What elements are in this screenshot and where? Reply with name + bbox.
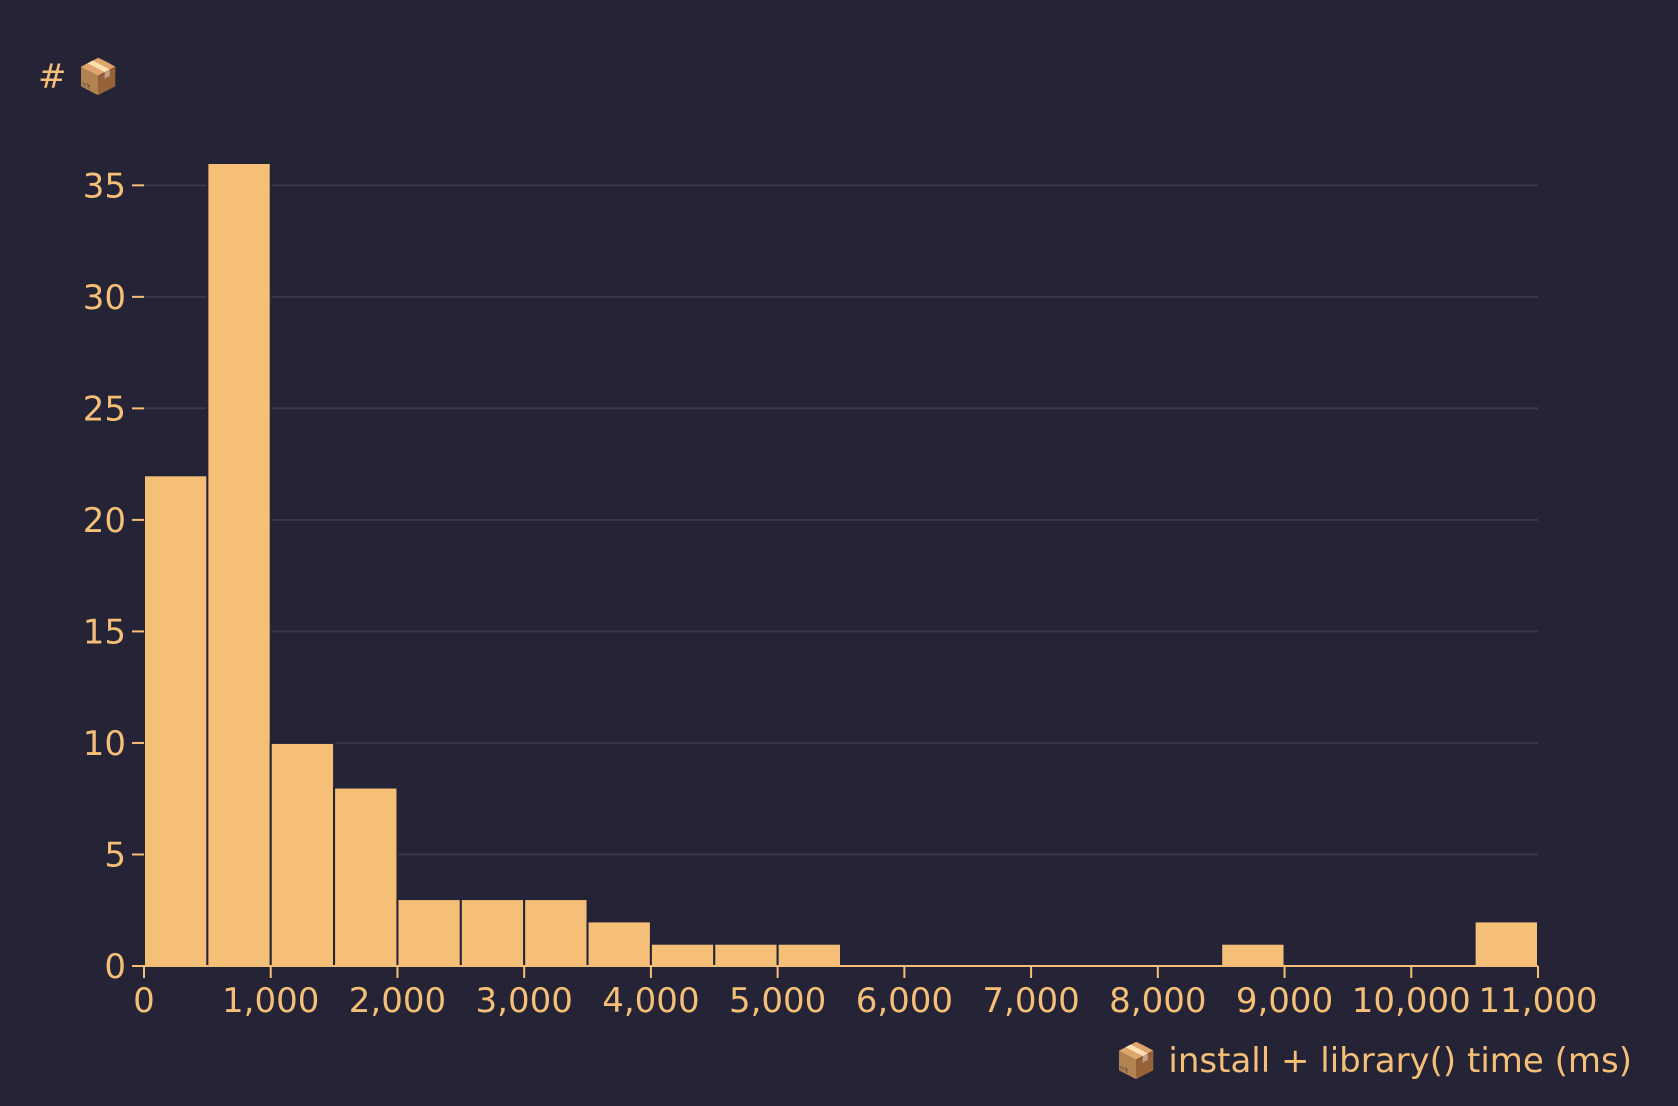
histogram-bar [1473, 920, 1539, 968]
histogram-bar [143, 474, 209, 967]
y-tick-label: 20 [83, 501, 126, 541]
x-tick-label: 0 [133, 981, 155, 1021]
y-axis: 0 5 10 15 20 25 30 35 [83, 166, 144, 987]
histogram-bar [713, 942, 779, 968]
x-tick-label: 7,000 [982, 981, 1079, 1021]
x-tick-label: 8,000 [1109, 981, 1206, 1021]
y-tick-label: 25 [83, 389, 126, 429]
histogram-bar [1220, 942, 1286, 968]
y-tick-label: 0 [104, 947, 126, 987]
x-tick-label: 9,000 [1236, 981, 1333, 1021]
x-tick-label: 10,000 [1352, 981, 1471, 1021]
y-tick-label: 30 [83, 278, 126, 318]
y-tick-label: 15 [83, 612, 126, 652]
x-axis: 0 1,000 2,000 3,000 4,000 5,000 6,000 7,000 8,00… [133, 965, 1598, 1021]
x-tick-label: 6,000 [856, 981, 953, 1021]
histogram-bar [586, 920, 652, 968]
x-tick-label: 2,000 [349, 981, 446, 1021]
y-tick-label: 5 [104, 835, 126, 875]
x-tick-label: 1,000 [222, 981, 319, 1021]
histogram-bar [523, 898, 589, 968]
y-axis-title: # 📦 [38, 57, 120, 97]
histogram-bar [269, 741, 336, 968]
x-tick-label: 3,000 [476, 981, 573, 1021]
y-tick-label: 35 [83, 166, 126, 206]
histogram-bar [396, 898, 462, 968]
x-tick-label: 5,000 [729, 981, 826, 1021]
histogram-bar [649, 942, 716, 968]
histogram-bar [776, 942, 842, 968]
x-axis-title: 📦 install + library() time (ms) [1115, 1041, 1632, 1081]
x-tick-label: 4,000 [602, 981, 699, 1021]
histogram-bar [333, 786, 399, 967]
y-tick-label: 10 [83, 724, 126, 764]
histogram-bar [459, 898, 526, 968]
x-tick-label: 11,000 [1479, 981, 1598, 1021]
histogram-bar [206, 162, 272, 967]
